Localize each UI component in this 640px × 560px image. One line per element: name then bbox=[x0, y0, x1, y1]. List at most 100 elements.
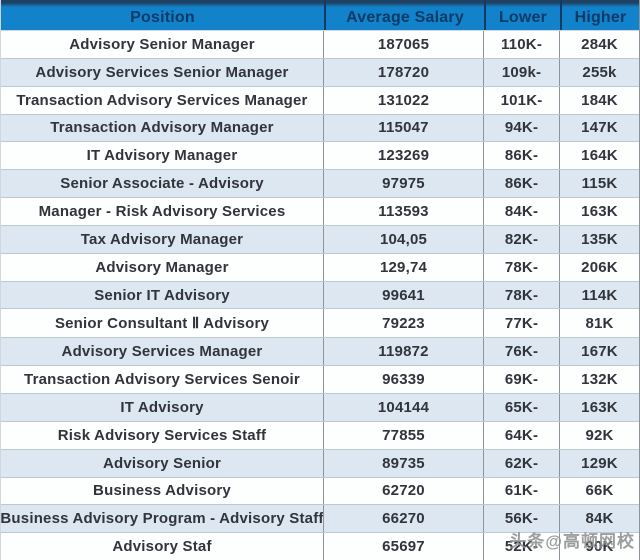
cell-higher: 129K bbox=[581, 454, 618, 472]
cell-average-salary: 79223 bbox=[324, 309, 484, 338]
cell-position: IT Advisory bbox=[1, 393, 324, 421]
table-row: Business Advisory Program - Advisory Sta… bbox=[1, 505, 639, 534]
cell-higher: 147K bbox=[581, 119, 618, 137]
cell-lower: 62K- bbox=[484, 449, 560, 477]
cell-lower: 65K- bbox=[484, 393, 560, 421]
table-row: Advisory Senior Manager 187065 110K- 284… bbox=[1, 31, 639, 59]
cell-higher: 164K bbox=[581, 147, 618, 165]
cell-average-salary: 113593 bbox=[324, 198, 484, 225]
cell-position: Advisory Services Manager bbox=[1, 338, 324, 366]
cell-lower: 82K- bbox=[484, 225, 560, 253]
cell-lower: 94K- bbox=[484, 114, 560, 142]
cell-higher: 115K bbox=[581, 175, 618, 193]
cell-average-salary: 178720 bbox=[324, 58, 484, 86]
cell-average-salary: 115047 bbox=[324, 114, 484, 142]
cell-higher: 132K bbox=[581, 371, 618, 389]
table-row: Transaction Advisory Services Senoir 963… bbox=[1, 366, 639, 394]
table-row: Manager - Risk Advisory Services 113593 … bbox=[1, 198, 639, 226]
cell-lower: 77K- bbox=[484, 309, 560, 338]
cell-higher: 92K bbox=[585, 426, 614, 444]
cell-higher: 66K bbox=[585, 482, 614, 500]
cell-average-salary: 99641 bbox=[324, 281, 484, 309]
cell-higher: 284K bbox=[581, 35, 618, 53]
cell-average-salary: 131022 bbox=[324, 86, 484, 114]
cell-average-salary: 187065 bbox=[324, 31, 484, 58]
cell-position: Transaction Advisory Manager bbox=[1, 114, 324, 142]
cell-higher: 135K bbox=[581, 230, 618, 248]
cell-lower: 61K- bbox=[484, 477, 560, 505]
cell-average-salary: 89735 bbox=[324, 449, 484, 477]
cell-position: Senior Consultant Ⅱ Advisory bbox=[1, 309, 324, 338]
cell-higher: 184K bbox=[581, 91, 618, 109]
cell-position: Advisory Staf bbox=[1, 533, 324, 560]
cell-lower: 69K- bbox=[484, 366, 560, 393]
table-row: IT Advisory Manager 123269 86K- 164K bbox=[1, 142, 639, 171]
table-row: Senior IT Advisory 99641 78K- 114K bbox=[1, 281, 639, 310]
cell-average-salary: 119872 bbox=[324, 338, 484, 366]
cell-position: Tax Advisory Manager bbox=[1, 225, 324, 253]
cell-higher: 206K bbox=[581, 258, 618, 276]
cell-position: Advisory Senior Manager bbox=[1, 31, 324, 58]
table-row: IT Advisory 104144 65K- 163K bbox=[1, 393, 639, 422]
cell-lower: 86K- bbox=[484, 142, 560, 170]
cell-lower: 110K- bbox=[484, 31, 560, 58]
cell-average-salary: 62720 bbox=[324, 477, 484, 505]
table-row: Advisory Staf 65697 52K- 90K bbox=[1, 533, 639, 560]
header-higher: Higher bbox=[560, 0, 639, 30]
cell-position: Business Advisory Program - Advisory Sta… bbox=[1, 505, 324, 533]
cell-average-salary: 129,74 bbox=[324, 253, 484, 281]
cell-position: Advisory Senior bbox=[1, 449, 324, 477]
table-row: Advisory Manager 129,74 78K- 206K bbox=[1, 253, 639, 282]
cell-average-salary: 65697 bbox=[324, 533, 484, 560]
cell-position: Transaction Advisory Services Senoir bbox=[1, 366, 324, 393]
cell-lower: 56K- bbox=[484, 505, 560, 533]
cell-average-salary: 66270 bbox=[324, 505, 484, 533]
cell-higher: 163K bbox=[581, 202, 618, 220]
cell-lower: 84K- bbox=[484, 198, 560, 225]
cell-position: Senior Associate - Advisory bbox=[1, 170, 324, 198]
header-position: Position bbox=[130, 8, 195, 26]
cell-lower: 86K- bbox=[484, 170, 560, 198]
table-body: Advisory Senior Manager 187065 110K- 284… bbox=[1, 31, 639, 560]
cell-higher: 163K bbox=[581, 398, 618, 416]
cell-lower: 101K- bbox=[484, 86, 560, 114]
cell-higher: 84K bbox=[585, 510, 614, 528]
cell-lower: 78K- bbox=[484, 253, 560, 281]
cell-lower: 76K- bbox=[484, 338, 560, 366]
cell-higher: 167K bbox=[581, 343, 618, 361]
table-row: Advisory Services Manager 119872 76K- 16… bbox=[1, 338, 639, 367]
table-row: Advisory Senior 89735 62K- 129K bbox=[1, 449, 639, 478]
cell-position: Business Advisory bbox=[1, 477, 324, 505]
cell-lower: 78K- bbox=[484, 281, 560, 309]
cell-average-salary: 97975 bbox=[324, 170, 484, 198]
cell-position: Advisory Manager bbox=[1, 253, 324, 281]
cell-average-salary: 104144 bbox=[324, 393, 484, 421]
cell-higher: 90K bbox=[585, 538, 614, 556]
cell-average-salary: 96339 bbox=[324, 366, 484, 393]
table-row: Tax Advisory Manager 104,05 82K- 135K bbox=[1, 225, 639, 254]
cell-position: Transaction Advisory Services Manager bbox=[1, 86, 324, 114]
table-row: Transaction Advisory Manager 115047 94K-… bbox=[1, 114, 639, 143]
cell-position: Risk Advisory Services Staff bbox=[1, 421, 324, 449]
cell-position: Manager - Risk Advisory Services bbox=[1, 198, 324, 225]
cell-position: IT Advisory Manager bbox=[1, 142, 324, 170]
cell-position: Senior IT Advisory bbox=[1, 281, 324, 309]
cell-position: Advisory Services Senior Manager bbox=[1, 58, 324, 86]
header-average-salary: Average Salary bbox=[324, 0, 484, 30]
cell-average-salary: 77855 bbox=[324, 421, 484, 449]
cell-higher: 255k bbox=[582, 63, 617, 81]
cell-average-salary: 104,05 bbox=[324, 225, 484, 253]
table-row: Transaction Advisory Services Manager 13… bbox=[1, 86, 639, 115]
cell-higher: 114K bbox=[581, 286, 618, 304]
cell-average-salary: 123269 bbox=[324, 142, 484, 170]
table-row: Senior Consultant Ⅱ Advisory 79223 77K- … bbox=[1, 309, 639, 339]
header-lower: Lower bbox=[484, 0, 560, 30]
table-header: Position Average Salary Lower Higher bbox=[1, 0, 639, 31]
cell-lower: 109k- bbox=[484, 58, 560, 86]
table-row: Advisory Services Senior Manager 178720 … bbox=[1, 58, 639, 87]
cell-lower: 52K- bbox=[484, 533, 560, 560]
cell-lower: 64K- bbox=[484, 421, 560, 449]
cell-higher: 81K bbox=[585, 314, 614, 332]
table-row: Risk Advisory Services Staff 77855 64K- … bbox=[1, 421, 639, 450]
table-row: Senior Associate - Advisory 97975 86K- 1… bbox=[1, 170, 639, 199]
